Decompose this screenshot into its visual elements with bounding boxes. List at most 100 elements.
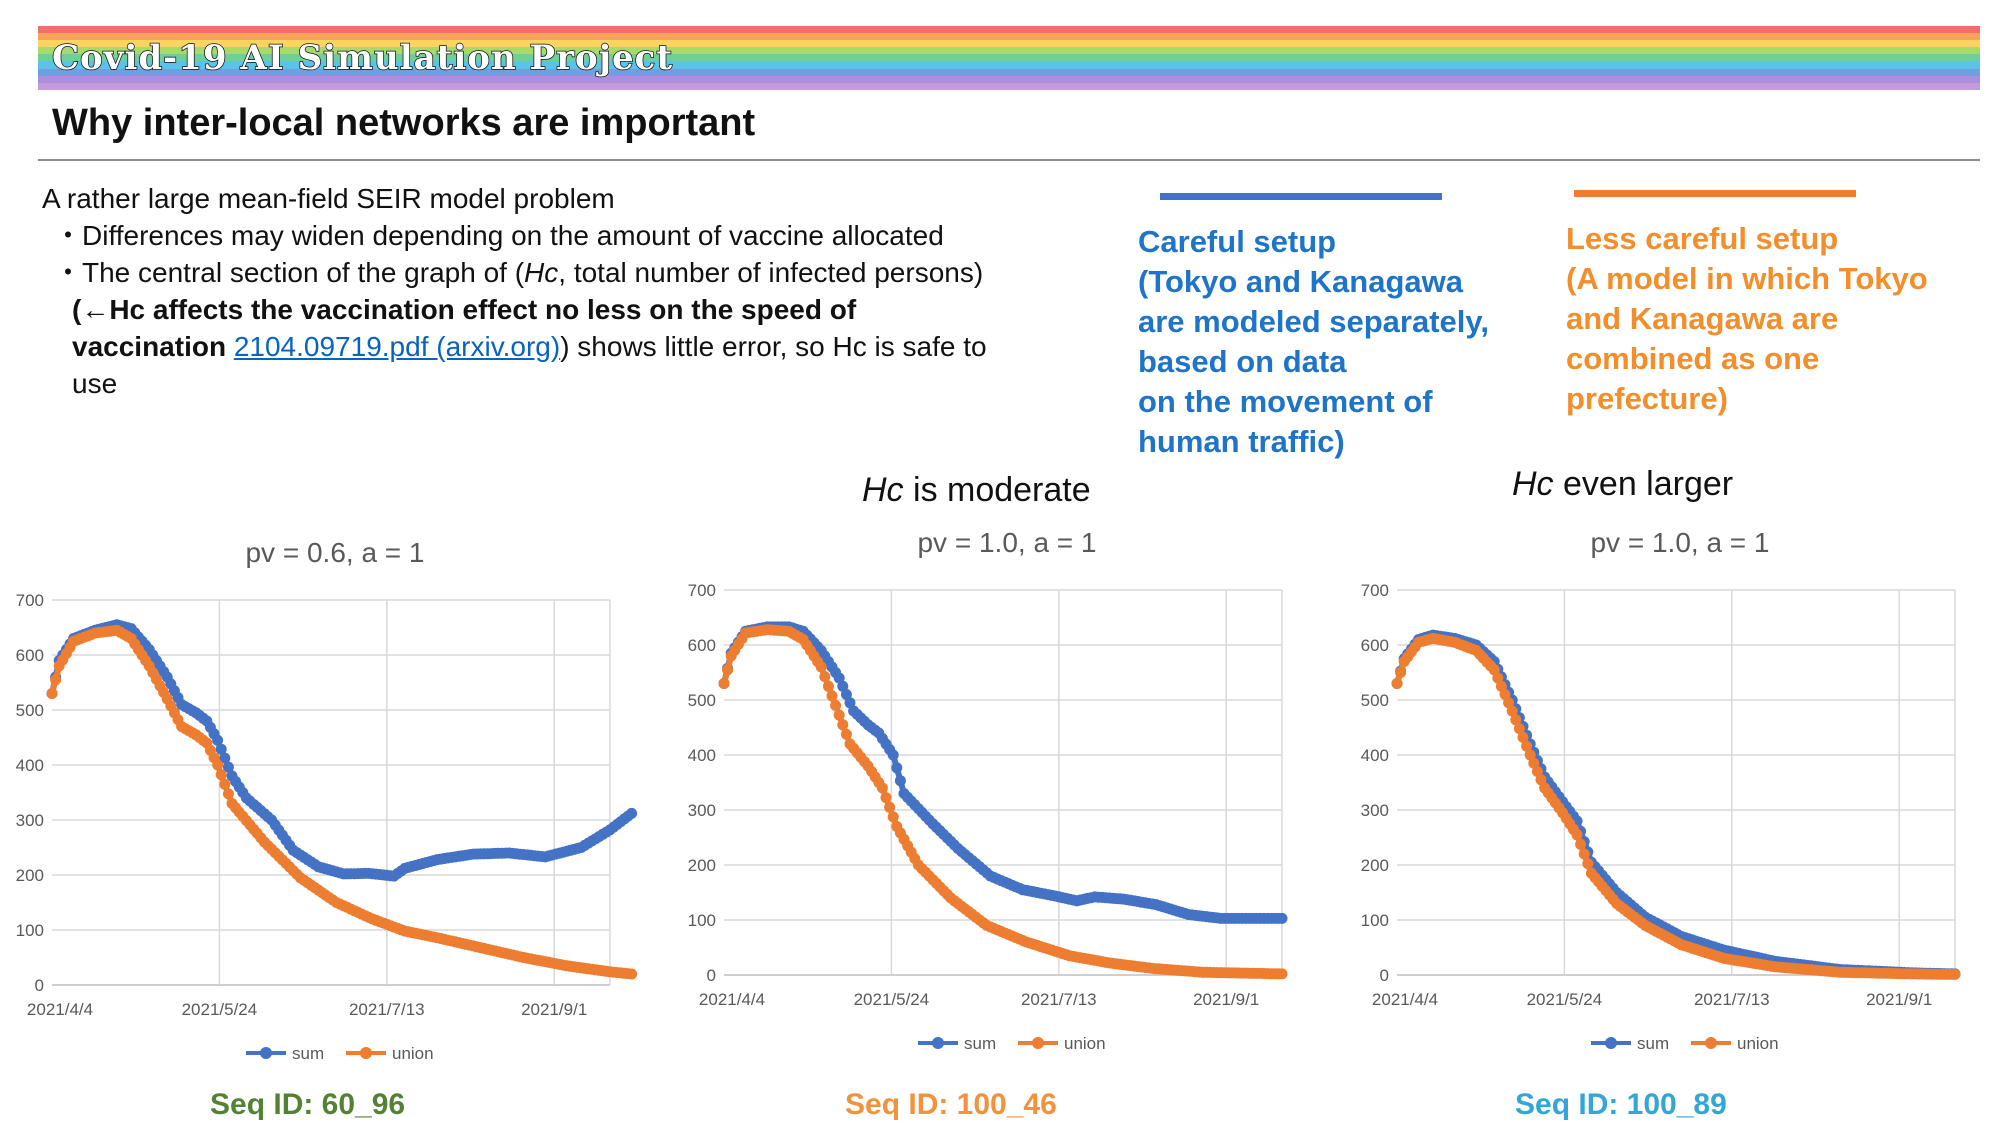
series-sum	[1391, 629, 1961, 980]
data-point	[215, 769, 227, 781]
y-tick-label: 600	[688, 636, 716, 655]
y-tick-label: 400	[688, 746, 716, 765]
data-point	[1492, 672, 1504, 684]
data-point	[1517, 731, 1529, 743]
bullet-hc-italic: Hc	[524, 257, 559, 288]
hc-larger-italic: Hc	[1512, 465, 1554, 503]
series-union	[1391, 632, 1961, 980]
data-point	[50, 674, 62, 686]
legend-label: sum	[1637, 1034, 1669, 1053]
data-point	[887, 749, 899, 761]
bullet-note-rest: ) shows little error, so Hc is safe to	[560, 331, 987, 362]
y-tick-label: 100	[688, 911, 716, 930]
data-point	[222, 761, 234, 773]
x-tick-label: 2021/9/1	[1866, 990, 1932, 1009]
data-point	[1531, 766, 1543, 777]
title-divider	[38, 159, 1980, 161]
data-point	[1535, 774, 1547, 786]
y-tick-label: 400	[1361, 746, 1389, 765]
y-tick-label: 700	[688, 581, 716, 600]
data-point	[844, 697, 856, 709]
hc-moderate-italic: Hc	[862, 471, 904, 509]
less-careful-setup-note: Less careful setup (A model in which Tok…	[1566, 190, 1986, 419]
legend-swatch-marker	[260, 1047, 272, 1059]
data-point	[718, 678, 730, 689]
series-line	[721, 623, 1282, 922]
data-point	[1495, 680, 1507, 692]
data-point	[822, 680, 834, 692]
y-tick-label: 0	[35, 976, 44, 995]
less-careful-setup-line: combined as one	[1566, 341, 1820, 376]
careful-setup-note: Careful setup (Tokyo and Kanagawa are mo…	[1138, 193, 1538, 462]
arxiv-link[interactable]: 2104.09719.pdf (arxiv.org)	[233, 331, 561, 362]
data-point	[1276, 968, 1288, 980]
y-tick-label: 500	[16, 701, 44, 720]
data-point	[212, 734, 224, 746]
y-tick-label: 300	[1361, 801, 1389, 820]
less-careful-setup-line: (A model in which Tokyo	[1566, 261, 1928, 296]
data-point	[222, 788, 234, 800]
data-point	[626, 968, 638, 980]
x-tick-label: 2021/7/13	[349, 1000, 425, 1019]
data-point	[840, 728, 852, 740]
legend-label: union	[392, 1044, 434, 1063]
x-tick-label: 2021/5/24	[182, 1000, 258, 1019]
data-point	[1395, 667, 1407, 678]
data-point	[722, 664, 734, 676]
x-tick-label: 2021/4/4	[1372, 990, 1438, 1009]
data-point	[833, 672, 845, 684]
series-sum	[718, 621, 1288, 924]
legend-label: union	[1737, 1034, 1779, 1053]
careful-setup-line-swatch	[1160, 193, 1442, 200]
slide-title: Why inter-local networks are important	[52, 102, 756, 144]
x-tick-label: 2021/4/4	[27, 1000, 93, 1019]
seq-id-label: Seq ID: 100_89	[1515, 1088, 1727, 1121]
data-point	[837, 719, 849, 731]
less-careful-setup-line: and Kanagawa are	[1566, 301, 1839, 336]
chart-title: pv = 0.6, a = 1	[245, 537, 424, 568]
legend-swatch-marker	[1605, 1037, 1617, 1049]
y-tick-label: 500	[1361, 691, 1389, 710]
series-union	[46, 624, 638, 980]
series-line	[721, 626, 1283, 977]
less-careful-setup-line: prefecture)	[1566, 381, 1728, 416]
data-point	[876, 782, 888, 794]
series-line	[49, 627, 632, 977]
data-point	[1949, 968, 1961, 980]
data-point	[891, 762, 903, 774]
careful-setup-line: Careful setup	[1138, 224, 1337, 259]
y-tick-label: 100	[16, 921, 44, 940]
x-tick-label: 2021/9/1	[1193, 990, 1259, 1009]
data-point	[830, 700, 842, 711]
careful-setup-line: human traffic)	[1138, 424, 1345, 459]
data-point	[46, 688, 58, 699]
chart-title: pv = 1.0, a = 1	[1590, 527, 1769, 558]
data-point	[219, 778, 231, 790]
data-point	[219, 752, 231, 764]
y-tick-label: 200	[16, 866, 44, 885]
legend-swatch-marker	[1032, 1037, 1044, 1049]
bullet-note-bold1: (←Hc affects the vaccination effect no l…	[72, 294, 857, 325]
legend-swatch-marker	[932, 1037, 944, 1049]
legend-label: union	[1064, 1034, 1106, 1053]
series-line	[1394, 635, 1955, 978]
careful-setup-line: based on data	[1138, 344, 1347, 379]
bullet-vaccine: ・Differences may widen depending on the …	[54, 220, 944, 251]
bullet-note-bold2: vaccination	[72, 331, 234, 362]
y-tick-label: 700	[1361, 581, 1389, 600]
bullet-note-line3: use	[72, 368, 118, 399]
data-point	[1488, 664, 1500, 676]
legend-label: sum	[964, 1034, 996, 1053]
rainbow-stripe	[38, 33, 1980, 41]
seq-id-label: Seq ID: 60_96	[210, 1088, 406, 1121]
y-tick-label: 100	[1361, 911, 1389, 930]
hc-moderate-label: Hc is moderate	[862, 471, 1091, 510]
y-tick-label: 600	[1361, 636, 1389, 655]
data-point	[840, 689, 852, 700]
bullet-text: A rather large mean-field SEIR model pro…	[42, 180, 1122, 402]
data-point	[833, 709, 845, 721]
chart-pv10-moderate: pv = 1.0, a = 1 0 100 200 300 400 500 600 700 202…	[688, 527, 1288, 1053]
chart-pv10-larger: pv = 1.0, a = 1 0 100 200 300 400 500 600 700 202…	[1361, 527, 1961, 1053]
data-point	[837, 680, 849, 692]
chart-pv06: pv = 0.6, a = 1 0 100 200 300 400 500 600 700 202…	[16, 537, 638, 1063]
